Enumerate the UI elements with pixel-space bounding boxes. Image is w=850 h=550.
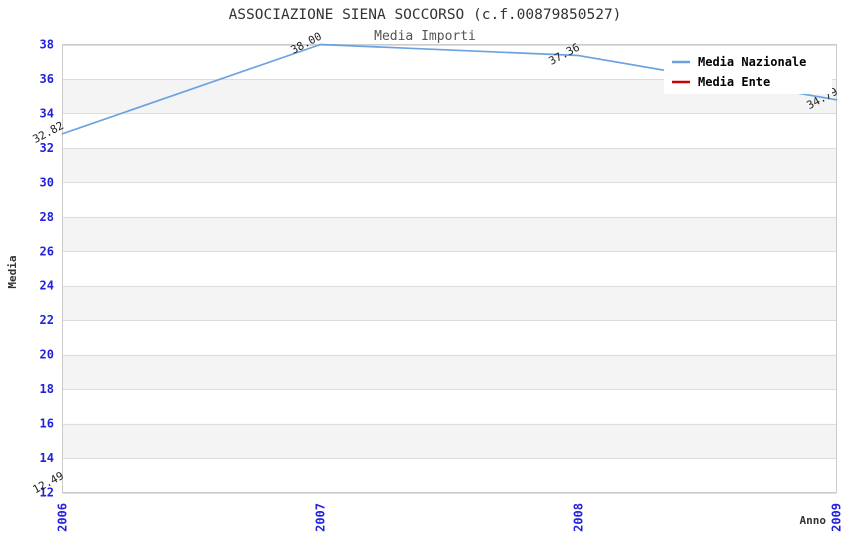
y-axis-tick: 38: [40, 38, 54, 52]
plot-band: [62, 251, 837, 286]
x-axis-tick: 2009: [830, 503, 844, 532]
plot-band: [62, 113, 837, 148]
x-axis-tick-labels: 2006 2007 2008 2009: [56, 503, 844, 532]
y-axis-tick: 32: [40, 141, 54, 155]
legend-label-1[interactable]: Media Ente: [698, 75, 770, 89]
plot-band: [62, 216, 837, 252]
chart-title: ASSOCIAZIONE SIENA SOCCORSO (c.f.0087985…: [229, 7, 622, 23]
y-axis-tick-labels: 38 36 34 32 30 28 26 24 22 20 18 16 14 12: [40, 38, 54, 500]
plot-bands: [62, 44, 837, 493]
y-axis-tick: 14: [40, 451, 54, 465]
plot-band: [62, 182, 837, 217]
chart-legend[interactable]: Media Nazionale Media Ente: [664, 50, 832, 94]
chart-subtitle: Media Importi: [374, 29, 476, 44]
y-axis-tick: 16: [40, 417, 54, 431]
y-axis-tick: 20: [40, 348, 54, 362]
plot-band: [62, 458, 837, 493]
plot-area-border: [62, 44, 837, 493]
plot-band: [62, 147, 837, 183]
plot-band: [62, 389, 837, 424]
y-axis-title: Media: [6, 255, 19, 288]
y-axis-tick: 18: [40, 382, 54, 396]
x-axis-title: Anno: [800, 514, 827, 527]
y-axis-tick: 26: [40, 244, 54, 258]
x-axis-tick: 2006: [56, 503, 70, 532]
y-axis-tick: 28: [40, 210, 54, 224]
y-axis-tick: 22: [40, 313, 54, 327]
x-axis-tick: 2007: [314, 503, 328, 532]
y-axis-tick: 24: [40, 279, 54, 293]
legend-background: [664, 50, 832, 94]
x-axis-tick: 2008: [572, 503, 586, 532]
legend-label-0[interactable]: Media Nazionale: [698, 55, 806, 69]
plot-band: [62, 320, 837, 355]
plot-band: [62, 423, 837, 459]
y-axis-tick: 34: [40, 106, 54, 120]
y-axis-tick: 12: [40, 486, 54, 500]
y-axis-tick: 30: [40, 175, 54, 189]
plot-band: [62, 354, 837, 390]
y-axis-tick: 36: [40, 72, 54, 86]
plot-band: [62, 285, 837, 321]
